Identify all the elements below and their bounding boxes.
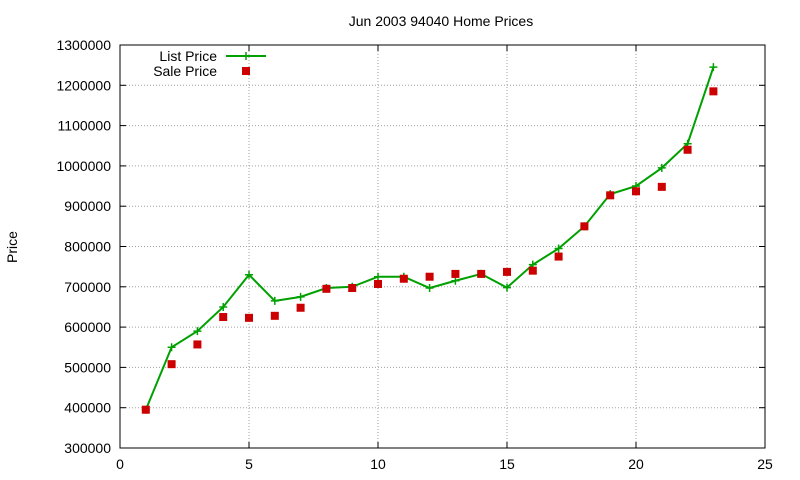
axis-ticks: 0 5 10 15 20 25 300000 400000 500000 600000 700000… [56, 37, 773, 472]
chart-title: Jun 2003 94040 Home Prices [349, 13, 533, 29]
point-list-price [296, 292, 305, 301]
point-list-price [554, 244, 563, 253]
point-sale-price [632, 187, 640, 196]
point-sale-price [245, 313, 253, 322]
point-sale-price [322, 284, 331, 293]
point-sale-price [503, 267, 511, 276]
point-sale-price [683, 145, 692, 154]
point-list-price [245, 270, 253, 279]
series-group [141, 63, 718, 414]
point-list-price [451, 276, 460, 285]
point-sale-price [709, 87, 718, 96]
legend-label-list-price: List Price [159, 48, 217, 64]
point-list-price [193, 327, 202, 336]
point-sale-price [451, 269, 460, 278]
legend-marker-list-price [242, 52, 250, 60]
series-line-list-price [144, 66, 715, 411]
x-tick-label: 0 [116, 456, 124, 472]
legend-label-sale-price: Sale Price [153, 63, 217, 79]
y-tick-label: 900000 [64, 198, 111, 214]
point-sale-price [296, 303, 305, 312]
point-sale-price [606, 191, 615, 200]
point-sale-price [528, 266, 537, 275]
y-tick-label: 700000 [64, 279, 111, 295]
point-list-price [657, 163, 666, 172]
point-list-price [709, 63, 718, 72]
point-sale-price [141, 405, 150, 414]
y-tick-label: 300000 [64, 440, 111, 456]
point-list-price [503, 283, 511, 292]
point-list-price [219, 302, 228, 311]
legend-marker-sale-price [242, 67, 250, 75]
y-tick-label: 1100000 [58, 118, 112, 134]
point-list-price [270, 296, 279, 305]
y-axis-label: Price [4, 231, 20, 263]
y-tick-label: 400000 [64, 400, 111, 416]
point-sale-price [425, 272, 434, 281]
y-tick-label: 1000000 [56, 158, 111, 174]
point-sale-price [270, 311, 279, 320]
point-sale-price [657, 182, 666, 191]
point-sale-price [374, 279, 382, 288]
point-list-price [167, 343, 176, 352]
y-tick-label: 500000 [64, 359, 111, 375]
x-tick-label: 25 [757, 456, 773, 472]
y-tick-label: 800000 [64, 239, 111, 255]
point-sale-price [399, 274, 408, 283]
point-list-price [374, 272, 382, 281]
y-tick-label: 1200000 [56, 77, 111, 93]
legend: List Price Sale Price [153, 48, 266, 79]
point-sale-price [219, 313, 228, 322]
x-tick-label: 20 [628, 456, 644, 472]
y-tick-label: 1300000 [56, 37, 111, 53]
y-tick-label: 600000 [64, 319, 111, 335]
point-sale-price [167, 360, 176, 369]
point-sale-price [580, 222, 589, 231]
point-sale-price [193, 340, 202, 349]
point-sale-price [348, 284, 357, 293]
point-list-price [425, 284, 434, 293]
x-tick-label: 15 [499, 456, 515, 472]
x-tick-label: 10 [370, 456, 386, 472]
grid [120, 45, 765, 448]
x-tick-label: 5 [245, 456, 253, 472]
point-sale-price [554, 252, 563, 261]
point-sale-price [477, 269, 486, 278]
